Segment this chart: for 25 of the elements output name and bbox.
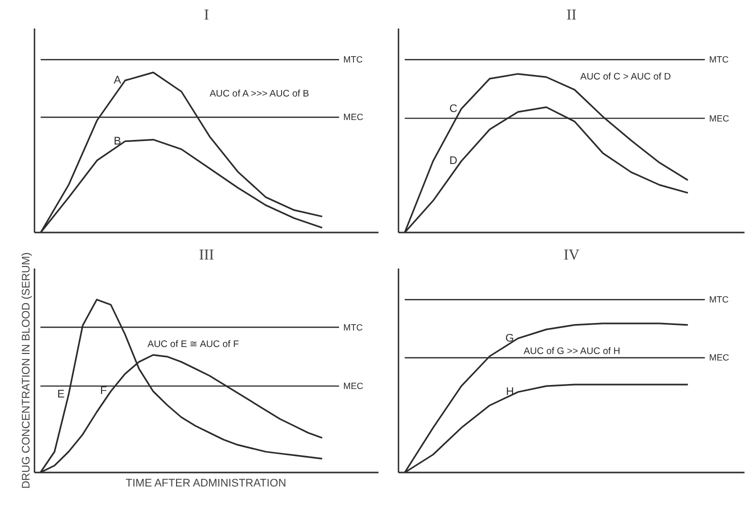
- series-label: C: [449, 102, 458, 115]
- ref-line-label: MEC: [709, 113, 730, 124]
- chart-title: III: [199, 248, 214, 264]
- series-label: A: [114, 74, 122, 86]
- chart-title: IV: [564, 248, 580, 264]
- series-label: D: [449, 155, 458, 168]
- ref-line-label: MEC: [709, 352, 730, 363]
- ref-line-label: MEC: [343, 381, 364, 392]
- chart-title: II: [566, 8, 577, 24]
- series-label: E: [57, 388, 65, 401]
- ref-line-label: MEC: [343, 112, 364, 122]
- ref-line-label: MTC: [343, 322, 364, 332]
- ref-line-label: MTC: [343, 54, 364, 65]
- x-axis-title: TIME AFTER ADMINISTRATION: [126, 478, 286, 490]
- series-label: B: [114, 135, 122, 148]
- chart-title: I: [204, 8, 209, 24]
- ref-line-label: MTC: [709, 54, 730, 65]
- series-label: F: [100, 385, 108, 398]
- series-label: G: [505, 332, 514, 344]
- annotation: AUC of G >> AUC of H: [524, 346, 620, 357]
- y-axis-title: DRUG CONCENTRATION IN BLOOD (SERUM): [20, 252, 32, 489]
- annotation: AUC of C > AUC of D: [580, 71, 671, 82]
- annotation: AUC of A >>> AUC of B: [210, 88, 310, 100]
- ref-line-label: MTC: [709, 294, 730, 305]
- annotation: AUC of E ≅ AUC of F: [147, 339, 240, 350]
